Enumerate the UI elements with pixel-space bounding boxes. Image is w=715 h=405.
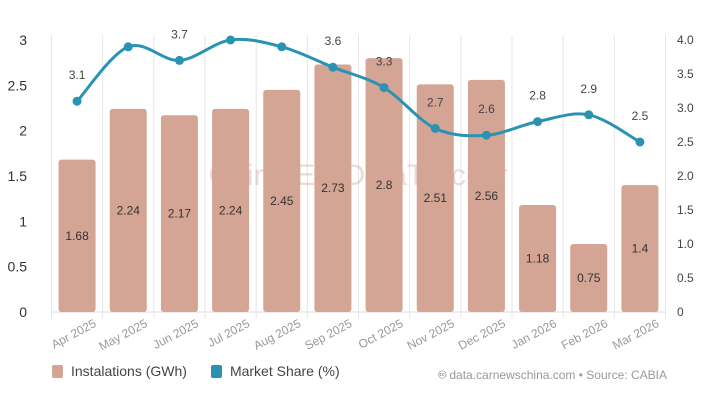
bar-data-label: 2.73 xyxy=(321,181,345,195)
bar xyxy=(416,84,454,312)
bar-data-label: 2.45 xyxy=(270,194,294,208)
bar-data-label: 2.24 xyxy=(219,203,243,217)
legend-item-installations[interactable]: Instalations (GWh) xyxy=(52,363,187,379)
y-right-tick: 3.0 xyxy=(677,101,694,115)
line-point xyxy=(72,96,82,106)
bar xyxy=(570,244,608,312)
line-point xyxy=(584,110,594,120)
y-left-tick: 2 xyxy=(19,123,27,139)
line-point xyxy=(430,123,440,133)
line-data-label: 3.6 xyxy=(325,34,342,48)
y-left-tick: 1.5 xyxy=(8,168,28,184)
bar-data-label: 0.75 xyxy=(577,271,601,285)
bar xyxy=(58,159,96,312)
bar xyxy=(263,89,301,312)
legend-label: Market Share (%) xyxy=(229,363,340,379)
cc-icon: 🅭 xyxy=(438,368,447,382)
legend-swatch xyxy=(52,364,63,378)
bar-data-label: 2.24 xyxy=(117,203,141,217)
bar xyxy=(365,58,403,313)
bar xyxy=(467,79,505,312)
x-tick-label: Sep 2025 xyxy=(302,316,354,353)
line-point xyxy=(277,42,287,52)
bar-data-label: 1.4 xyxy=(632,242,649,256)
watermark: China EV DataTracker xyxy=(208,159,507,192)
bar xyxy=(212,108,250,312)
line-point xyxy=(174,55,184,65)
x-tick-label: May 2025 xyxy=(97,316,150,353)
legend-item-market-share[interactable]: Market Share (%) xyxy=(210,363,340,379)
line-data-label: 2.5 xyxy=(632,109,649,123)
line-point xyxy=(379,83,389,93)
y-left-tick: 3 xyxy=(19,32,27,48)
y-right-tick: 2.5 xyxy=(677,135,694,149)
x-tick-label: Mar 2026 xyxy=(610,316,662,352)
y-left-tick: 0 xyxy=(19,304,27,320)
bar-data-label: 2.56 xyxy=(475,189,499,203)
source-text: data.carnewschina.com • Source: CABIA xyxy=(449,368,667,382)
line-data-label: 3.1 xyxy=(69,68,86,82)
x-tick-label: Jun 2025 xyxy=(151,316,201,352)
y-right-tick: 2.0 xyxy=(677,169,694,183)
x-tick-label: Jan 2026 xyxy=(509,316,559,352)
line-point xyxy=(123,42,133,52)
line-data-label: 2.7 xyxy=(427,95,444,109)
line-data-label: 3.7 xyxy=(171,27,188,41)
y-right-tick: 0.5 xyxy=(677,271,694,285)
line-data-label: 2.6 xyxy=(478,102,495,116)
bar xyxy=(621,185,659,312)
legend-swatch xyxy=(210,364,222,378)
bar-data-label: 2.8 xyxy=(376,178,393,192)
bar xyxy=(160,115,198,313)
source-credit: 🅭 data.carnewschina.com • Source: CABIA xyxy=(439,368,667,383)
x-tick-label: Feb 2026 xyxy=(559,316,611,352)
legend: Instalations (GWh) Market Share (%) xyxy=(52,363,340,379)
y-right-tick: 1.0 xyxy=(677,237,694,251)
bar xyxy=(109,108,147,312)
bar xyxy=(519,205,557,312)
line-data-label: 3.3 xyxy=(376,55,393,69)
line-point xyxy=(328,62,338,72)
y-left-tick: 1 xyxy=(19,213,27,229)
line-point xyxy=(226,35,236,45)
x-tick-label: Nov 2025 xyxy=(405,316,457,353)
bar-data-label: 2.17 xyxy=(168,207,192,221)
y-right-tick: 1.5 xyxy=(677,203,694,217)
line-data-label: 2.9 xyxy=(580,82,597,96)
x-tick-label: Apr 2025 xyxy=(49,316,99,351)
y-left-tick: 0.5 xyxy=(8,259,28,275)
x-tick-label: Oct 2025 xyxy=(356,316,406,351)
x-tick-label: Aug 2025 xyxy=(251,316,303,353)
y-right-tick: 4.0 xyxy=(677,33,694,47)
legend-label: Instalations (GWh) xyxy=(71,363,187,379)
line-data-label: 2.8 xyxy=(529,89,546,103)
bar-data-label: 2.51 xyxy=(424,191,448,205)
y-right-tick: 3.5 xyxy=(677,67,694,81)
x-tick-label: Dec 2025 xyxy=(456,316,508,353)
line-point xyxy=(533,117,543,127)
x-tick-label: Jul 2025 xyxy=(205,316,252,350)
line-point xyxy=(481,130,491,140)
bar xyxy=(314,64,352,312)
line-point xyxy=(635,137,645,147)
bar-data-label: 1.18 xyxy=(526,252,550,266)
bar-data-label: 1.68 xyxy=(65,229,89,243)
y-left-tick: 2.5 xyxy=(8,77,28,93)
y-right-tick: 0 xyxy=(677,305,684,319)
